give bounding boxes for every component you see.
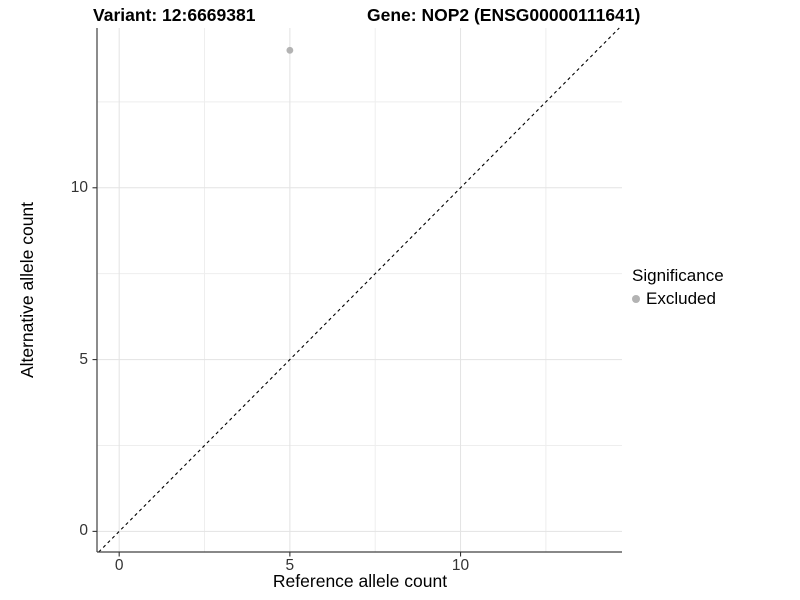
y-axis-title: Alternative allele count	[17, 201, 37, 379]
x-axis-title: Reference allele count	[272, 571, 448, 591]
plot-title-gene: Gene: NOP2 (ENSG00000111641)	[367, 5, 641, 25]
legend-title: Significance	[632, 266, 724, 285]
x-tick-label: 5	[285, 557, 295, 574]
x-tick-label: 0	[114, 557, 124, 574]
legend-point-icon	[632, 295, 640, 303]
y-tick-label: 10	[70, 178, 88, 196]
y-tick-label: 5	[79, 350, 88, 368]
identity-reference-line	[98, 27, 620, 553]
legend-entries: Excluded	[632, 289, 724, 309]
legend-entry-label: Excluded	[646, 289, 716, 308]
legend-entry: Excluded	[632, 289, 724, 309]
data-point	[286, 46, 294, 54]
legend: Significance Excluded	[632, 266, 724, 309]
y-tick-label: 0	[79, 522, 88, 540]
x-tick-label: 10	[451, 557, 470, 574]
plot-title-variant: Variant: 12:6669381	[93, 5, 256, 25]
